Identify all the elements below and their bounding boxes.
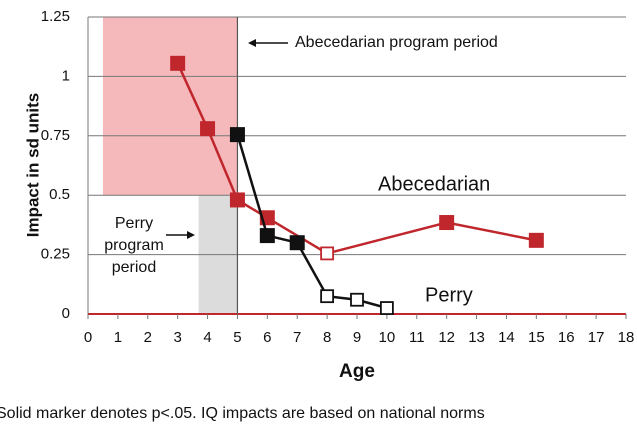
x-tick-label: 9 [353, 329, 361, 346]
x-tick-label: 6 [263, 329, 271, 346]
x-tick-label: 18 [618, 329, 635, 346]
marker [229, 192, 245, 208]
shaded-region [102, 17, 238, 196]
x-tick-label: 4 [203, 329, 211, 346]
marker [320, 246, 335, 261]
marker [170, 55, 186, 71]
series-label: Perry [425, 284, 473, 306]
marker [379, 301, 394, 315]
x-tick-label: 10 [379, 329, 396, 346]
x-tick-label: 3 [173, 329, 181, 346]
x-tick-label: 7 [293, 329, 301, 346]
y-tick-label: 0.75 [41, 127, 70, 144]
arrow-head [187, 231, 195, 239]
x-tick-label: 15 [528, 329, 545, 346]
x-tick-label: 2 [144, 329, 152, 346]
footnote: Solid marker denotes p<.05. IQ impacts a… [0, 405, 485, 422]
x-tick-label: 13 [468, 329, 485, 346]
x-tick-label: 17 [588, 329, 605, 346]
y-tick-label: 1.25 [41, 8, 70, 25]
x-tick-label: 16 [558, 329, 575, 346]
x-tick-label: 11 [409, 329, 425, 346]
x-axis-label: Age [339, 361, 375, 382]
series-label: Abecedarian [378, 173, 490, 195]
y-tick-label: 0 [62, 305, 70, 322]
marker [320, 289, 335, 304]
annotation: Abecedarian program period [295, 34, 498, 51]
marker [229, 127, 245, 143]
marker [439, 215, 455, 231]
marker [200, 121, 216, 137]
y-axis-label: Impact in sd units [23, 93, 42, 238]
arrow-head [248, 39, 256, 47]
annotation: program [104, 237, 164, 254]
marker [528, 232, 544, 248]
x-tick-label: 12 [438, 329, 455, 346]
x-tick-label: 14 [498, 329, 515, 346]
x-tick-label: 1 [114, 329, 122, 346]
annotation: period [112, 259, 156, 276]
marker [350, 292, 364, 307]
marker [259, 228, 275, 244]
y-tick-label: 0.25 [41, 246, 70, 263]
y-tick-label: 1 [62, 67, 70, 84]
annotation: Perry [115, 215, 153, 232]
marker [289, 235, 305, 251]
x-tick-label: 5 [233, 329, 241, 346]
x-tick-label: 8 [323, 329, 331, 346]
x-tick-label: 0 [84, 329, 92, 346]
y-tick-label: 0.5 [49, 186, 70, 203]
